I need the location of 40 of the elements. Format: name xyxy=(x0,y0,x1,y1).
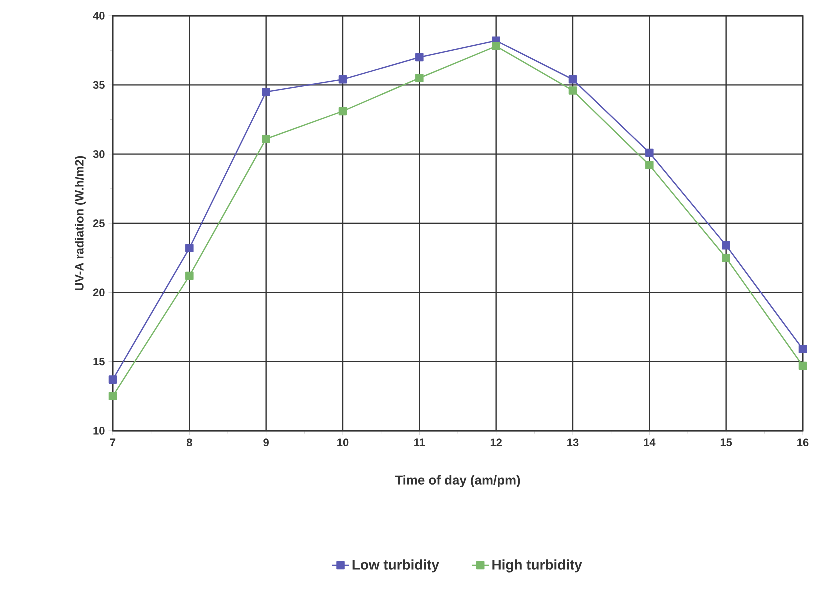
point xyxy=(338,75,348,84)
point xyxy=(568,86,578,95)
x-tick-label: 13 xyxy=(568,438,579,447)
y-tick-label: 15 xyxy=(94,358,105,366)
y-tick-label: 20 xyxy=(93,288,105,297)
point xyxy=(262,134,270,144)
y-tick-label: 40 xyxy=(93,12,105,20)
x-tick-label: 14 xyxy=(644,438,656,446)
x-tick-label: 12 xyxy=(490,438,502,446)
point xyxy=(186,272,194,280)
legend-label: High turbidity xyxy=(492,560,582,573)
x-tick-label: 8 xyxy=(186,438,192,447)
x-tick-label: 11 xyxy=(414,438,426,446)
legend-label: Low turbidity xyxy=(352,560,440,573)
point xyxy=(416,53,424,62)
x-axis-title: Time of day (am/pm) xyxy=(395,475,520,488)
point xyxy=(108,392,118,401)
x-tick-label: 10 xyxy=(338,438,349,447)
point xyxy=(492,42,500,51)
point xyxy=(568,75,578,84)
x-tick-label: 16 xyxy=(798,438,809,447)
point xyxy=(722,241,730,250)
point xyxy=(798,345,808,354)
point xyxy=(338,107,348,116)
x-tick-label: 7 xyxy=(110,438,116,446)
point xyxy=(262,88,270,96)
y-axis-title: UV-A radiation (W.h/m2) xyxy=(75,156,86,291)
point xyxy=(416,74,424,82)
point xyxy=(798,362,808,370)
point xyxy=(722,254,730,262)
y-tick-label: 10 xyxy=(94,427,105,435)
point xyxy=(646,161,654,170)
point xyxy=(108,376,118,384)
point xyxy=(186,244,194,253)
y-tick-label: 30 xyxy=(93,150,105,158)
point xyxy=(646,148,654,158)
x-tick-label: 15 xyxy=(720,438,732,446)
x-tick-label: 9 xyxy=(264,438,269,447)
y-tick-label: 25 xyxy=(93,220,105,228)
y-tick-label: 35 xyxy=(93,81,105,90)
